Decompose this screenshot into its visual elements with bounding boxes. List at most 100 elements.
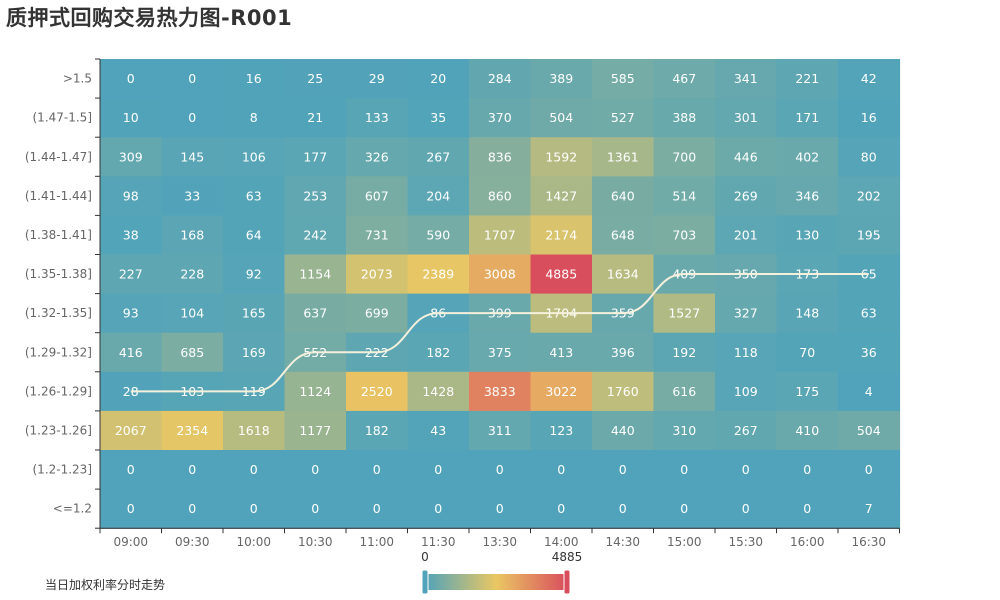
heatmap-cell[interactable] bbox=[161, 489, 224, 529]
heatmap-cell[interactable] bbox=[223, 332, 286, 373]
heatmap-cell[interactable] bbox=[100, 410, 163, 451]
heatmap-cell[interactable] bbox=[653, 332, 716, 373]
heatmap-cell[interactable] bbox=[776, 371, 839, 412]
visual-map-max-handle[interactable] bbox=[563, 569, 571, 595]
heatmap-cell[interactable] bbox=[346, 450, 409, 490]
heatmap-cell[interactable] bbox=[284, 98, 347, 138]
heatmap-cell[interactable] bbox=[776, 137, 839, 177]
heatmap-cell[interactable] bbox=[346, 254, 409, 295]
heatmap-cell[interactable] bbox=[592, 410, 655, 451]
heatmap-cell[interactable] bbox=[530, 215, 593, 256]
heatmap-cell[interactable] bbox=[469, 332, 532, 373]
heatmap-cell[interactable] bbox=[100, 293, 163, 334]
heatmap-cell[interactable] bbox=[469, 137, 532, 177]
heatmap-cell[interactable] bbox=[223, 215, 286, 256]
heatmap-cell[interactable] bbox=[530, 98, 593, 138]
heatmap-cell[interactable] bbox=[715, 332, 778, 373]
heatmap-cell[interactable] bbox=[223, 59, 286, 99]
heatmap-cell[interactable] bbox=[776, 59, 839, 99]
heatmap-cell[interactable] bbox=[161, 215, 224, 256]
heatmap-cell[interactable] bbox=[407, 450, 470, 490]
heatmap-cell[interactable] bbox=[346, 176, 409, 216]
heatmap-cell[interactable] bbox=[161, 59, 224, 99]
heatmap-cell[interactable] bbox=[592, 371, 655, 412]
heatmap-cell[interactable] bbox=[284, 254, 347, 295]
heatmap-cell[interactable] bbox=[161, 137, 224, 177]
heatmap-cell[interactable] bbox=[284, 215, 347, 256]
heatmap-cell[interactable] bbox=[653, 293, 716, 334]
heatmap-cell[interactable] bbox=[161, 293, 224, 334]
heatmap-cell[interactable] bbox=[407, 489, 470, 529]
heatmap-cell[interactable] bbox=[469, 489, 532, 529]
heatmap-cell[interactable] bbox=[346, 489, 409, 529]
heatmap-cell[interactable] bbox=[100, 215, 163, 256]
heatmap-cell[interactable] bbox=[284, 371, 347, 412]
heatmap-cell[interactable] bbox=[407, 332, 470, 373]
heatmap-cell[interactable] bbox=[776, 176, 839, 216]
heatmap-cell[interactable] bbox=[469, 176, 532, 216]
heatmap-cell[interactable] bbox=[407, 254, 470, 295]
heatmap-cell[interactable] bbox=[346, 98, 409, 138]
heatmap-cell[interactable] bbox=[530, 450, 593, 490]
heatmap-cell[interactable] bbox=[284, 137, 347, 177]
heatmap-cell[interactable] bbox=[592, 176, 655, 216]
visual-map-min-handle[interactable] bbox=[421, 569, 429, 595]
heatmap-cell[interactable] bbox=[469, 59, 532, 99]
heatmap-cell[interactable] bbox=[715, 293, 778, 334]
heatmap-cell[interactable] bbox=[592, 332, 655, 373]
heatmap-cell[interactable] bbox=[223, 137, 286, 177]
heatmap-cell[interactable] bbox=[223, 450, 286, 490]
heatmap-cell[interactable] bbox=[776, 410, 839, 451]
heatmap-cell[interactable] bbox=[530, 332, 593, 373]
heatmap-cell[interactable] bbox=[346, 137, 409, 177]
heatmap-cell[interactable] bbox=[530, 176, 593, 216]
heatmap-cell[interactable] bbox=[469, 98, 532, 138]
heatmap-cell[interactable] bbox=[838, 410, 901, 451]
heatmap-cell[interactable] bbox=[715, 215, 778, 256]
heatmap-cell[interactable] bbox=[223, 293, 286, 334]
heatmap-cell[interactable] bbox=[592, 254, 655, 295]
heatmap-cell[interactable] bbox=[838, 215, 901, 256]
heatmap-cell[interactable] bbox=[469, 410, 532, 451]
heatmap-cell[interactable] bbox=[100, 450, 163, 490]
heatmap-cell[interactable] bbox=[161, 410, 224, 451]
heatmap-cell[interactable] bbox=[530, 59, 593, 99]
heatmap-cell[interactable] bbox=[223, 254, 286, 295]
heatmap-cell[interactable] bbox=[100, 137, 163, 177]
heatmap-cell[interactable] bbox=[715, 137, 778, 177]
heatmap-cell[interactable] bbox=[715, 59, 778, 99]
heatmap-cell[interactable] bbox=[100, 254, 163, 295]
heatmap-cell[interactable] bbox=[592, 450, 655, 490]
heatmap-cell[interactable] bbox=[653, 98, 716, 138]
heatmap-cell[interactable] bbox=[653, 371, 716, 412]
heatmap-cell[interactable] bbox=[223, 489, 286, 529]
heatmap-cell[interactable] bbox=[653, 59, 716, 99]
heatmap-cell[interactable] bbox=[100, 332, 163, 373]
heatmap-cell[interactable] bbox=[284, 59, 347, 99]
heatmap-cell[interactable] bbox=[653, 450, 716, 490]
heatmap-cell[interactable] bbox=[530, 137, 593, 177]
heatmap-cell[interactable] bbox=[407, 137, 470, 177]
heatmap-cell[interactable] bbox=[776, 293, 839, 334]
heatmap-cell[interactable] bbox=[838, 489, 901, 529]
heatmap-cell[interactable] bbox=[469, 215, 532, 256]
heatmap-cell[interactable] bbox=[592, 98, 655, 138]
heatmap-cell[interactable] bbox=[346, 293, 409, 334]
heatmap-cell[interactable] bbox=[776, 332, 839, 373]
heatmap-cell[interactable] bbox=[407, 371, 470, 412]
heatmap-cell[interactable] bbox=[100, 98, 163, 138]
heatmap-cell[interactable] bbox=[530, 410, 593, 451]
heatmap-cell[interactable] bbox=[776, 98, 839, 138]
heatmap-cell[interactable] bbox=[284, 489, 347, 529]
heatmap-cell[interactable] bbox=[469, 371, 532, 412]
heatmap-cell[interactable] bbox=[530, 489, 593, 529]
heatmap-cell[interactable] bbox=[838, 137, 901, 177]
heatmap-cell[interactable] bbox=[407, 176, 470, 216]
heatmap-cell[interactable] bbox=[715, 410, 778, 451]
heatmap-cell[interactable] bbox=[161, 98, 224, 138]
heatmap-cell[interactable] bbox=[407, 410, 470, 451]
heatmap-cell[interactable] bbox=[715, 489, 778, 529]
heatmap-cell[interactable] bbox=[776, 215, 839, 256]
heatmap-cell[interactable] bbox=[284, 176, 347, 216]
heatmap-cell[interactable] bbox=[592, 137, 655, 177]
